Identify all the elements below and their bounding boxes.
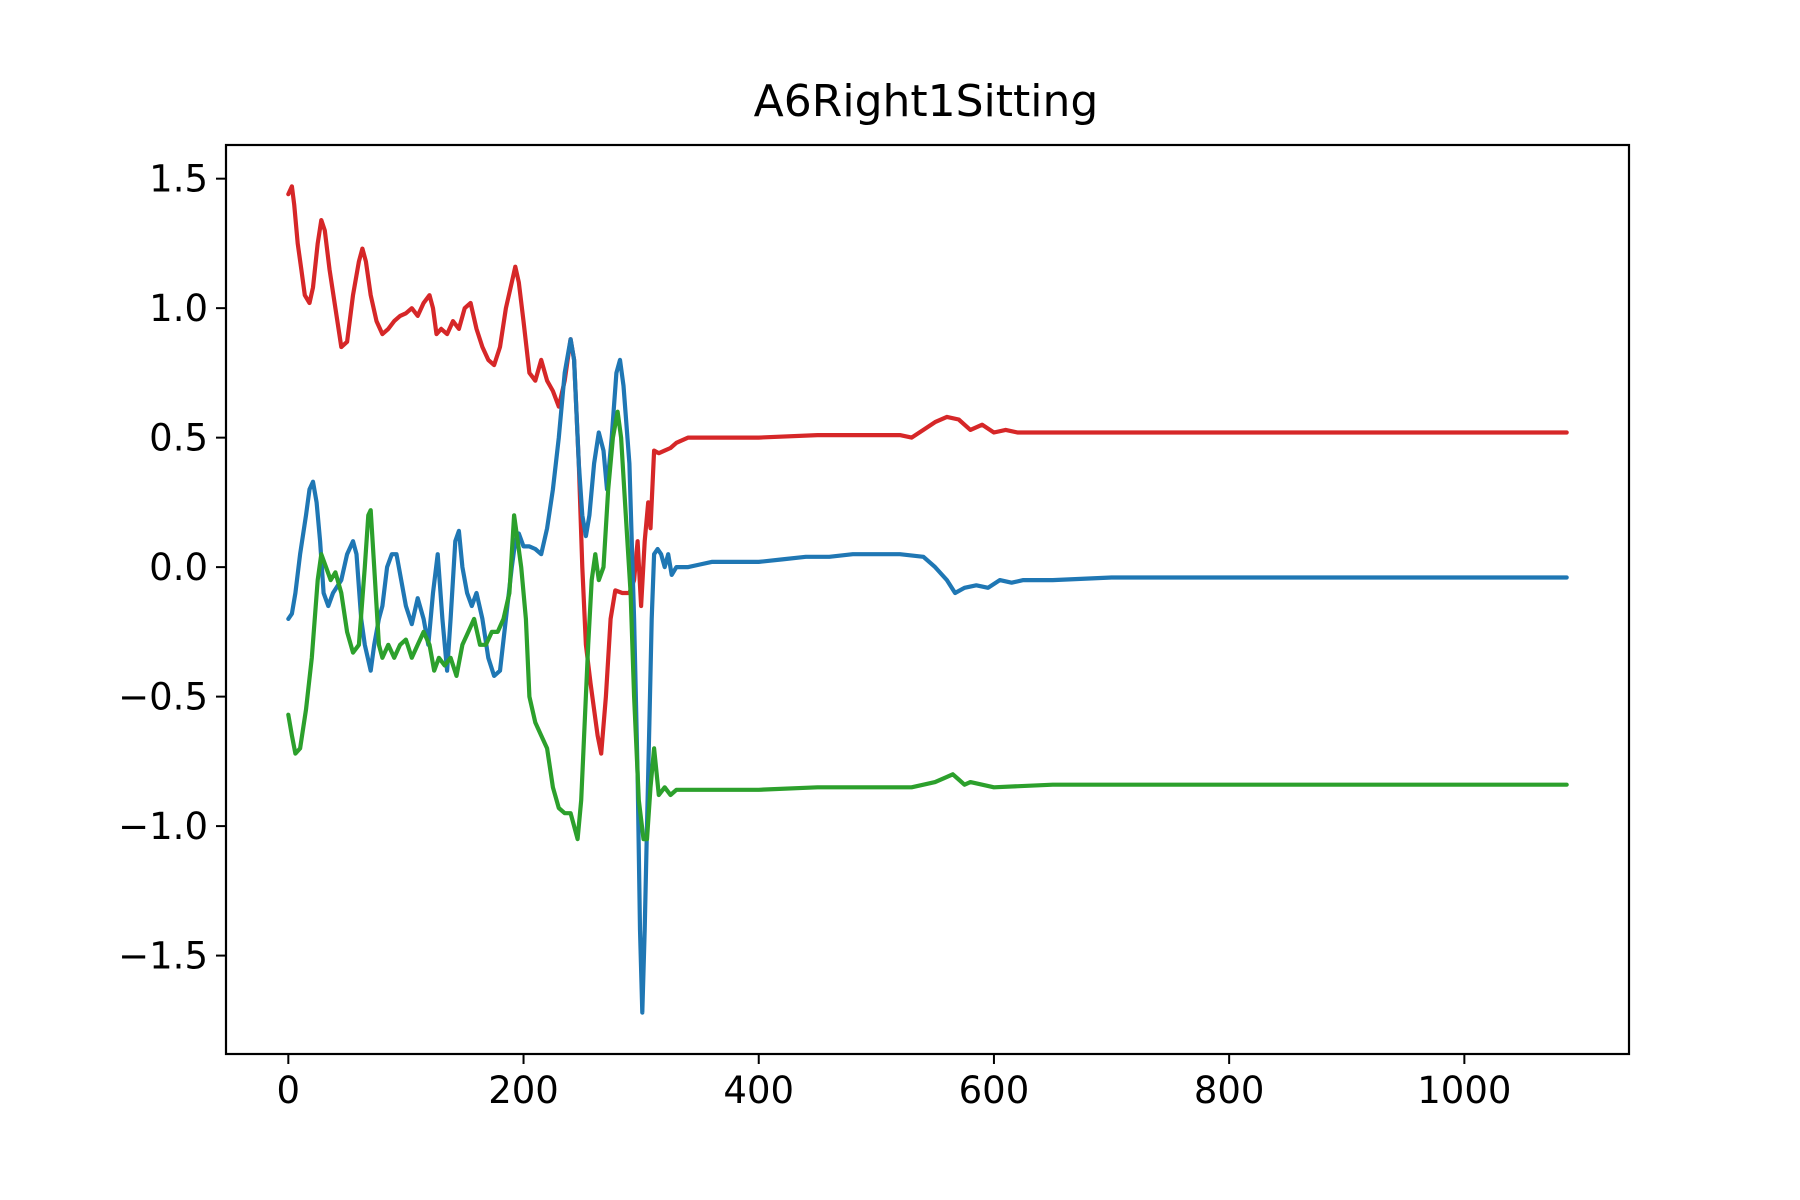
- x-tick-label: 600: [959, 1069, 1030, 1112]
- x-tick-label: 1000: [1417, 1069, 1511, 1112]
- y-tick-label: −0.5: [118, 676, 208, 719]
- y-tick-label: 0.0: [149, 546, 208, 589]
- chart-title: A6Right1Sitting: [754, 76, 1099, 127]
- y-tick-label: 0.5: [149, 417, 208, 460]
- x-tick-label: 800: [1194, 1069, 1265, 1112]
- axes-layer: 0 200 400 600 800 1000 −1.5 −1.0 −0.5 0.0 0.5 1.0 1.…: [118, 143, 1631, 1112]
- series-line-1: [286, 184, 1569, 756]
- y-tick-label: 1.5: [149, 158, 208, 201]
- y-tick-label: 1.0: [149, 287, 208, 330]
- series-layer: [286, 184, 1569, 1015]
- x-tick-label: 0: [277, 1069, 301, 1112]
- series-line-2: [286, 337, 1569, 1015]
- x-tick-label: 200: [488, 1069, 559, 1112]
- series-line-3: [286, 409, 1569, 842]
- x-tick-label: 400: [723, 1069, 794, 1112]
- y-tick-label: −1.5: [118, 935, 208, 978]
- y-tick-label: −1.0: [118, 805, 208, 848]
- plot-frame: [224, 143, 1631, 1056]
